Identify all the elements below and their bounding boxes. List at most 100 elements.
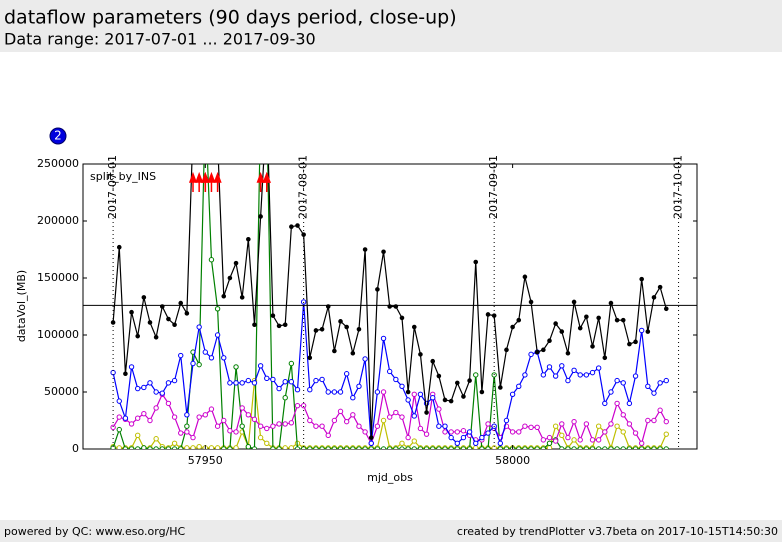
data-point bbox=[528, 446, 534, 449]
data-point bbox=[270, 376, 276, 383]
data-point bbox=[178, 430, 184, 436]
data-point bbox=[288, 445, 295, 449]
data-point bbox=[202, 412, 209, 418]
data-point bbox=[264, 440, 270, 446]
data-point bbox=[171, 446, 178, 449]
data-point bbox=[632, 446, 639, 449]
data-point bbox=[116, 414, 122, 420]
data-point bbox=[620, 446, 626, 449]
data-point bbox=[405, 446, 411, 449]
chart-subtitle: Data range: 2017-07-01 ... 2017-09-30 bbox=[4, 30, 316, 49]
data-point bbox=[350, 412, 356, 418]
data-point bbox=[356, 423, 362, 429]
data-point bbox=[510, 324, 515, 330]
data-point bbox=[171, 377, 178, 384]
data-point bbox=[362, 429, 368, 435]
data-point bbox=[595, 437, 602, 443]
y-tick-label: 50000 bbox=[44, 385, 79, 398]
data-point bbox=[577, 437, 583, 443]
data-point bbox=[252, 322, 257, 328]
data-point bbox=[540, 372, 547, 378]
badge bbox=[49, 127, 67, 145]
data-point bbox=[282, 395, 288, 401]
data-point bbox=[473, 259, 479, 265]
data-point bbox=[227, 446, 233, 449]
data-point bbox=[417, 446, 424, 449]
data-point bbox=[571, 299, 577, 305]
y-tick-label: 250000 bbox=[37, 157, 79, 170]
data-point bbox=[436, 423, 442, 429]
out-of-range-arrow bbox=[195, 171, 204, 192]
data-point bbox=[380, 335, 387, 342]
data-point bbox=[239, 405, 245, 411]
data-point bbox=[626, 421, 633, 427]
data-point bbox=[141, 445, 147, 449]
data-point bbox=[159, 390, 165, 396]
data-point bbox=[614, 400, 620, 407]
data-point bbox=[356, 446, 362, 449]
data-point bbox=[417, 391, 424, 397]
data-point bbox=[374, 423, 381, 429]
data-point bbox=[386, 368, 393, 375]
data-point bbox=[350, 350, 356, 356]
data-point bbox=[645, 383, 651, 389]
data-point bbox=[375, 287, 380, 292]
data-point bbox=[528, 299, 534, 305]
data-point bbox=[411, 446, 417, 449]
data-point bbox=[178, 300, 184, 306]
data-point bbox=[405, 389, 411, 395]
data-point bbox=[147, 446, 153, 449]
data-point bbox=[639, 276, 644, 282]
y-tick-label: 150000 bbox=[37, 271, 79, 284]
data-point bbox=[233, 260, 239, 266]
data-point bbox=[411, 324, 417, 330]
data-point bbox=[454, 446, 460, 449]
data-point bbox=[651, 295, 657, 300]
data-point bbox=[454, 429, 461, 435]
data-point bbox=[202, 349, 209, 355]
data-point bbox=[350, 395, 356, 401]
data-point bbox=[294, 446, 301, 449]
data-point bbox=[608, 446, 614, 449]
data-point bbox=[264, 375, 270, 382]
date-marker-label: 2017-08-01 bbox=[297, 155, 310, 219]
data-point bbox=[626, 446, 633, 449]
data-point bbox=[455, 380, 460, 386]
data-point bbox=[116, 398, 122, 404]
data-point bbox=[282, 445, 288, 449]
data-point bbox=[110, 445, 116, 449]
data-point bbox=[577, 446, 583, 449]
data-point bbox=[393, 446, 399, 449]
data-point bbox=[503, 446, 510, 449]
footer-left: powered by QC: www.eso.org/HC bbox=[4, 525, 186, 538]
data-point bbox=[633, 339, 638, 345]
data-point bbox=[368, 440, 374, 446]
data-point bbox=[116, 244, 122, 250]
data-point bbox=[282, 421, 288, 427]
data-point bbox=[657, 407, 663, 413]
data-point bbox=[534, 446, 540, 449]
data-point bbox=[289, 224, 294, 229]
data-point bbox=[245, 377, 252, 384]
out-of-range-arrow bbox=[262, 171, 271, 192]
data-point bbox=[147, 320, 153, 325]
out-of-range-arrow bbox=[201, 171, 210, 192]
data-point bbox=[516, 383, 522, 389]
data-point bbox=[497, 440, 504, 446]
data-point bbox=[595, 365, 602, 371]
data-point bbox=[528, 424, 534, 431]
data-point bbox=[331, 446, 338, 449]
out-of-range-arrow bbox=[207, 171, 216, 192]
data-point bbox=[221, 417, 227, 424]
data-point bbox=[583, 421, 590, 427]
data-point bbox=[282, 379, 288, 385]
data-point bbox=[565, 350, 571, 356]
data-point bbox=[288, 379, 295, 385]
data-point bbox=[221, 355, 227, 361]
data-point bbox=[356, 327, 362, 332]
data-point bbox=[534, 424, 540, 431]
plot-lines bbox=[110, 164, 669, 449]
data-point bbox=[331, 417, 338, 424]
data-point bbox=[288, 420, 295, 426]
data-point bbox=[571, 367, 577, 374]
